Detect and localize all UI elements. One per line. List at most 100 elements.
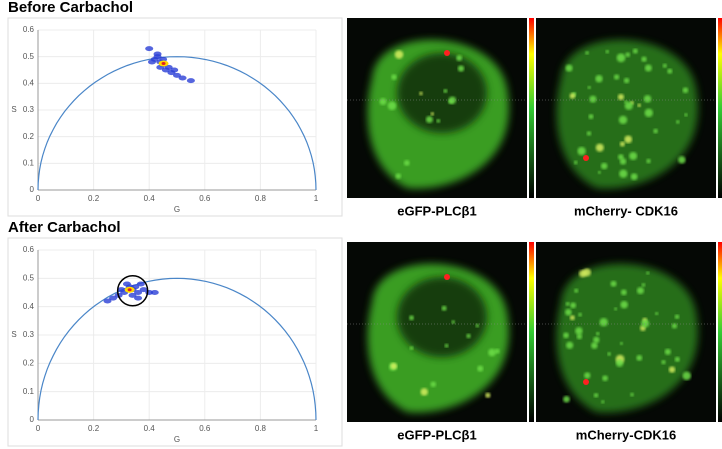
speckle [617, 93, 625, 101]
speckle [565, 308, 572, 316]
speckle [593, 393, 599, 398]
speckle [494, 348, 500, 354]
speckle [664, 348, 671, 355]
x-tick-label: 0.4 [144, 424, 156, 433]
x-tick-label: 0.8 [255, 194, 267, 203]
plot-frame [7, 17, 343, 217]
y-tick-label: 0.1 [23, 387, 35, 396]
speckle [600, 162, 608, 170]
x-tick-label: 0.2 [88, 424, 100, 433]
y-tick-label: 0.3 [23, 105, 35, 114]
data-point [117, 287, 126, 293]
image-label: mCherry- CDK16 [574, 203, 678, 218]
speckle [605, 49, 610, 54]
semicircle [37, 277, 317, 421]
speckle [394, 50, 404, 59]
image-label: mCherry-CDK16 [576, 427, 676, 442]
speckle [641, 56, 647, 62]
data-point [103, 298, 112, 304]
colorbar [529, 18, 534, 198]
speckle [585, 51, 589, 55]
speckle [577, 146, 586, 156]
highlight-ring [116, 275, 149, 307]
speckle [477, 365, 484, 372]
panel-title: After Carbachol [8, 219, 121, 236]
speckle [615, 359, 624, 367]
data-point [153, 51, 162, 57]
data-point [134, 290, 143, 295]
x-axis-label: G [174, 435, 180, 444]
y-tick-label: 0 [30, 185, 35, 194]
speckle [624, 135, 633, 144]
y-tick-label: 0 [30, 415, 35, 424]
speckle [674, 356, 680, 362]
speckle [451, 320, 456, 324]
y-tick-label: 0.1 [23, 158, 35, 167]
speckle [618, 115, 628, 125]
y-tick-label: 0.2 [23, 132, 35, 141]
speckle [575, 327, 583, 335]
y-tick-label: 0.5 [23, 273, 35, 282]
speckle [632, 48, 638, 54]
data-point [145, 46, 154, 52]
speckle [644, 64, 652, 72]
speckle [403, 160, 410, 166]
y-axis-label: S [11, 105, 16, 114]
speckle [441, 305, 447, 311]
speckle [409, 346, 414, 350]
x-axis-label: G [174, 205, 180, 214]
y-tick-label: 0.6 [23, 25, 35, 34]
speckle [620, 289, 627, 296]
speckle [565, 64, 573, 72]
data-point [128, 292, 137, 298]
plot-frame [7, 237, 343, 447]
speckle [668, 366, 676, 373]
speckle [485, 392, 491, 398]
speckle [588, 114, 594, 120]
image-label: eGFP-PLCβ1 [397, 427, 476, 442]
nucleus [397, 277, 487, 357]
speckle [601, 400, 605, 404]
speckle [682, 87, 689, 94]
micrograph [347, 242, 534, 422]
speckle [599, 317, 608, 327]
speckle [610, 280, 617, 287]
speckle [573, 160, 578, 165]
speckle [565, 302, 570, 306]
speckle [457, 65, 465, 72]
y-tick-label: 0.5 [23, 52, 35, 61]
speckle [395, 173, 402, 179]
speckle [430, 112, 435, 116]
data-point [147, 59, 156, 65]
speckle [430, 381, 437, 388]
x-tick-label: 1 [314, 194, 319, 203]
speckle [653, 128, 658, 134]
speckle [662, 63, 667, 68]
y-axis-label: S [11, 330, 16, 339]
x-tick-label: 0.6 [199, 424, 211, 433]
speckle [574, 288, 579, 293]
speckle [684, 113, 688, 117]
data-point [170, 67, 179, 73]
y-tick-label: 0.4 [23, 302, 35, 311]
speckle [566, 341, 574, 349]
speckle [636, 354, 643, 361]
speckle [443, 88, 448, 93]
speckle [619, 158, 627, 165]
data-point [109, 295, 118, 301]
x-tick-label: 0 [36, 194, 41, 203]
speckle [655, 312, 659, 316]
data-point [178, 75, 187, 81]
data-point [134, 295, 143, 301]
speckle [390, 362, 398, 370]
speckle [676, 120, 680, 124]
speckle [597, 170, 601, 174]
x-tick-label: 0 [36, 424, 41, 433]
speckle [563, 395, 570, 403]
speckle [391, 74, 397, 80]
speckle [607, 352, 611, 356]
speckle [466, 333, 471, 339]
speckle [682, 371, 692, 381]
y-tick-label: 0.4 [23, 78, 35, 87]
